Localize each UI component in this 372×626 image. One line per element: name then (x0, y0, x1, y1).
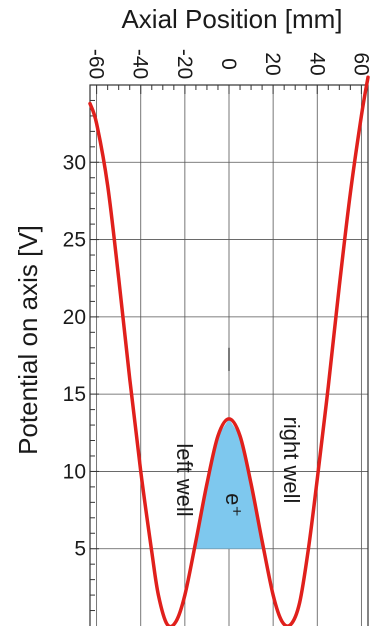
x-tick-label: -20 (173, 49, 196, 79)
x-tick-label: -60 (85, 49, 108, 79)
x-tick-label: -40 (129, 49, 152, 79)
x-tick-label: 40 (305, 52, 328, 75)
x-axis-title: Axial Position [mm] (121, 4, 342, 34)
y-tick-labels: 5 10 15 20 25 30 (63, 151, 86, 560)
x-tick-label: 20 (261, 52, 284, 75)
x-tick-label: 60 (349, 52, 372, 75)
y-tick-label: 15 (63, 383, 86, 406)
y-tick-label: 10 (63, 460, 86, 483)
grid (90, 85, 368, 626)
positron-label: e⁺ (221, 493, 246, 517)
y-tick-label: 25 (63, 229, 86, 252)
y-tick-label: 20 (63, 306, 86, 329)
x-tick-label: 0 (217, 58, 240, 70)
positron-region (195, 418, 263, 549)
y-tick-label: 5 (74, 538, 86, 561)
minor-ticks (90, 85, 362, 612)
positron-fill (195, 418, 263, 549)
y-tick-label: 30 (63, 151, 86, 174)
left-well-label: left well (172, 443, 197, 516)
x-tick-labels: -60 -40 -20 0 20 40 60 (85, 49, 372, 79)
y-axis-title: Potential on axis [V] (13, 225, 43, 455)
potential-curve (88, 75, 370, 626)
right-well-label: right well (279, 417, 304, 504)
